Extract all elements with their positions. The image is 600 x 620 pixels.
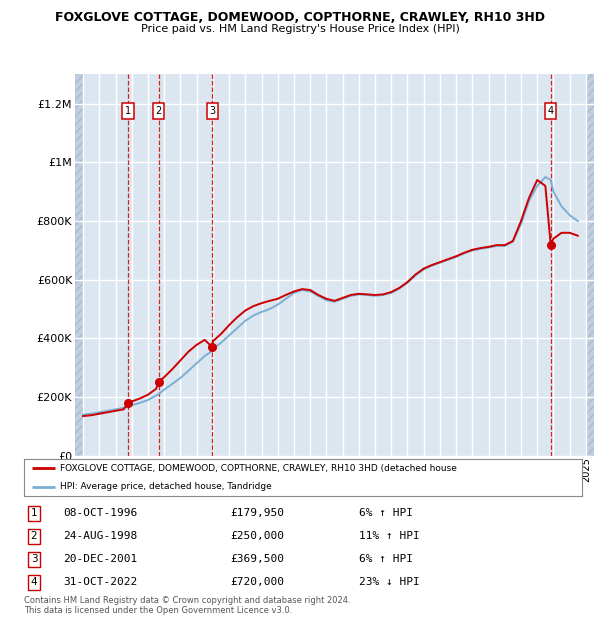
Text: Price paid vs. HM Land Registry's House Price Index (HPI): Price paid vs. HM Land Registry's House … — [140, 24, 460, 33]
Text: £720,000: £720,000 — [230, 577, 284, 587]
Text: HPI: Average price, detached house, Tandridge: HPI: Average price, detached house, Tand… — [60, 482, 272, 491]
Text: 3: 3 — [31, 554, 37, 564]
Text: £179,950: £179,950 — [230, 508, 284, 518]
Text: 4: 4 — [31, 577, 37, 587]
Text: 3: 3 — [209, 106, 215, 116]
Text: 11% ↑ HPI: 11% ↑ HPI — [359, 531, 419, 541]
Text: Contains HM Land Registry data © Crown copyright and database right 2024.: Contains HM Land Registry data © Crown c… — [24, 596, 350, 606]
Bar — [75, 74, 83, 456]
Text: This data is licensed under the Open Government Licence v3.0.: This data is licensed under the Open Gov… — [24, 606, 292, 616]
Text: 08-OCT-1996: 08-OCT-1996 — [63, 508, 137, 518]
Text: £369,500: £369,500 — [230, 554, 284, 564]
Text: 20-DEC-2001: 20-DEC-2001 — [63, 554, 137, 564]
Text: 1: 1 — [31, 508, 37, 518]
Text: 4: 4 — [548, 106, 554, 116]
Text: 6% ↑ HPI: 6% ↑ HPI — [359, 554, 413, 564]
Text: £250,000: £250,000 — [230, 531, 284, 541]
Text: FOXGLOVE COTTAGE, DOMEWOOD, COPTHORNE, CRAWLEY, RH10 3HD (detached house: FOXGLOVE COTTAGE, DOMEWOOD, COPTHORNE, C… — [60, 464, 457, 472]
Text: 2: 2 — [31, 531, 37, 541]
Text: FOXGLOVE COTTAGE, DOMEWOOD, COPTHORNE, CRAWLEY, RH10 3HD: FOXGLOVE COTTAGE, DOMEWOOD, COPTHORNE, C… — [55, 11, 545, 24]
Text: 31-OCT-2022: 31-OCT-2022 — [63, 577, 137, 587]
Bar — [586, 74, 594, 456]
Text: 1: 1 — [125, 106, 131, 116]
Text: 24-AUG-1998: 24-AUG-1998 — [63, 531, 137, 541]
Text: 6% ↑ HPI: 6% ↑ HPI — [359, 508, 413, 518]
Text: 23% ↓ HPI: 23% ↓ HPI — [359, 577, 419, 587]
Text: 2: 2 — [155, 106, 161, 116]
